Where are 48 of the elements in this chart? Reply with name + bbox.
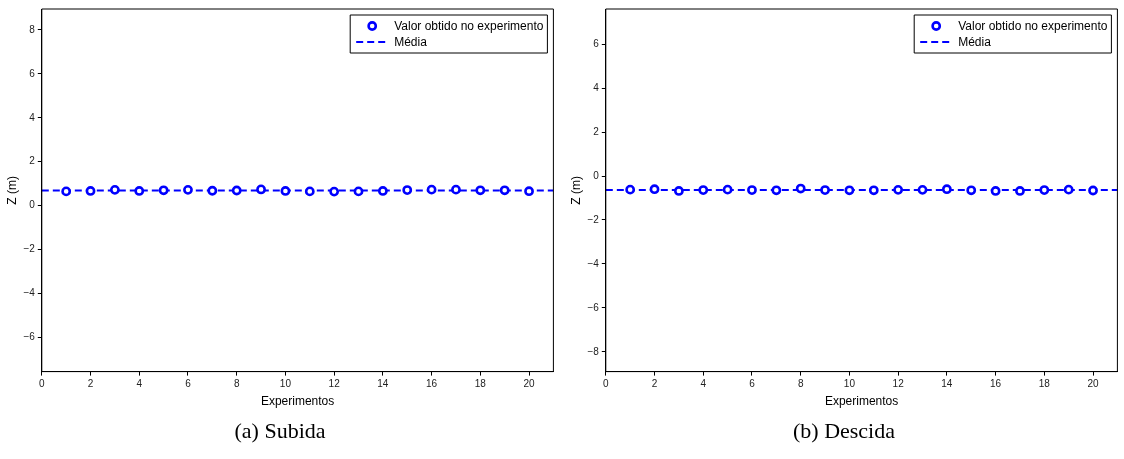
legend-label: Valor obtido no experimento — [394, 19, 544, 34]
text: (b) Descida — [792, 418, 895, 444]
y-tick-label: −6 — [23, 331, 36, 343]
x-tick-label: 8 — [797, 378, 804, 390]
x-tick-label: 20 — [1087, 378, 1100, 390]
y-tick-label: −6 — [587, 301, 600, 313]
x-tick-label: 12 — [892, 378, 905, 390]
x-tick-label: 0 — [603, 378, 610, 390]
x-tick-label: 18 — [474, 378, 487, 390]
y-tick-label: 8 — [29, 23, 36, 35]
x-tick-label: 20 — [523, 378, 536, 390]
y-tick-label: 0 — [593, 169, 600, 181]
x-tick-label: 2 — [651, 378, 658, 390]
y-tick-label: 2 — [29, 155, 36, 167]
x-axis-title: Experimentos — [260, 394, 335, 409]
y-tick-label: −8 — [587, 345, 600, 357]
x-tick-label: 4 — [136, 378, 143, 390]
y-axis-title: Z (m) — [4, 175, 19, 205]
x-tick-label: 6 — [749, 378, 756, 390]
x-axis-title: Experimentos — [824, 394, 899, 409]
y-tick-label: 0 — [29, 199, 36, 211]
legend-label: Média — [958, 35, 992, 50]
x-tick-label: 12 — [328, 378, 341, 390]
legend-label: Média — [394, 35, 428, 50]
x-tick-label: 18 — [1038, 378, 1051, 390]
x-tick-label: 16 — [426, 378, 438, 390]
x-tick-label: 16 — [990, 378, 1002, 390]
y-tick-label: −2 — [23, 243, 36, 255]
x-tick-label: 0 — [39, 378, 46, 390]
text: (a) Subida — [234, 418, 326, 444]
x-tick-label: 2 — [87, 378, 94, 390]
y-axis-title: Z (m) — [568, 175, 583, 205]
x-tick-label: 4 — [700, 378, 707, 390]
x-tick-label: 14 — [941, 378, 953, 390]
y-tick-label: 6 — [593, 37, 600, 49]
x-tick-label: 10 — [843, 378, 856, 390]
x-tick-label: 8 — [233, 378, 240, 390]
y-tick-label: −4 — [587, 257, 600, 269]
y-tick-label: 4 — [593, 81, 600, 93]
y-tick-label: 6 — [29, 67, 36, 79]
y-tick-label: −4 — [23, 287, 36, 299]
legend-label: Valor obtido no experimento — [958, 19, 1108, 34]
x-tick-label: 10 — [279, 378, 292, 390]
x-tick-label: 14 — [377, 378, 389, 390]
y-tick-label: −2 — [587, 213, 600, 225]
y-tick-label: 4 — [29, 111, 36, 123]
y-tick-label: 2 — [593, 125, 600, 137]
x-tick-label: 6 — [185, 378, 192, 390]
